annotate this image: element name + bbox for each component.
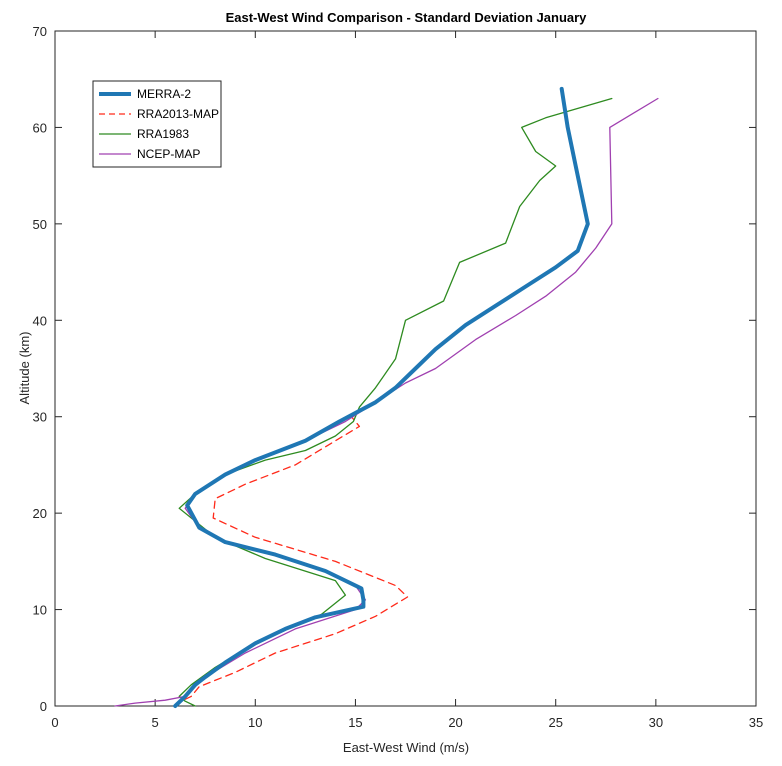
y-tick-label: 20 (33, 506, 47, 521)
x-tick-label: 20 (448, 715, 462, 730)
legend: MERRA-2 RRA2013-MAP RRA1983 NCEP-MAP (92, 80, 222, 168)
legend-label: NCEP-MAP (137, 147, 200, 161)
axis-ticks: 0 5 10 15 20 25 30 35 0 10 20 30 40 50 60 70 (33, 24, 764, 730)
y-tick-label: 10 (33, 603, 47, 618)
legend-label: RRA2013-MAP (137, 107, 219, 121)
y-tick-label: 40 (33, 313, 47, 328)
y-tick-label: 30 (33, 410, 47, 425)
y-axis-label: Altitude (km) (17, 332, 32, 405)
x-tick-label: 5 (152, 715, 159, 730)
series-line-merra-2 (173, 86, 590, 708)
x-tick-label: 35 (749, 715, 763, 730)
x-tick-label: 25 (548, 715, 562, 730)
x-tick-label: 30 (649, 715, 663, 730)
legend-label: MERRA-2 (137, 87, 191, 101)
y-tick-label: 50 (33, 217, 47, 232)
y-tick-label: 60 (33, 120, 47, 135)
x-tick-label: 0 (51, 715, 58, 730)
series-line-rra2013-map (174, 416, 409, 707)
x-tick-label: 10 (248, 715, 262, 730)
chart-title: East-West Wind Comparison - Standard Dev… (226, 10, 588, 25)
y-tick-label: 0 (40, 699, 47, 714)
series-layer (114, 86, 659, 708)
legend-label: RRA1983 (137, 127, 189, 141)
x-tick-label: 15 (348, 715, 362, 730)
y-tick-label: 70 (33, 24, 47, 39)
x-axis-label: East-West Wind (m/s) (343, 740, 469, 755)
